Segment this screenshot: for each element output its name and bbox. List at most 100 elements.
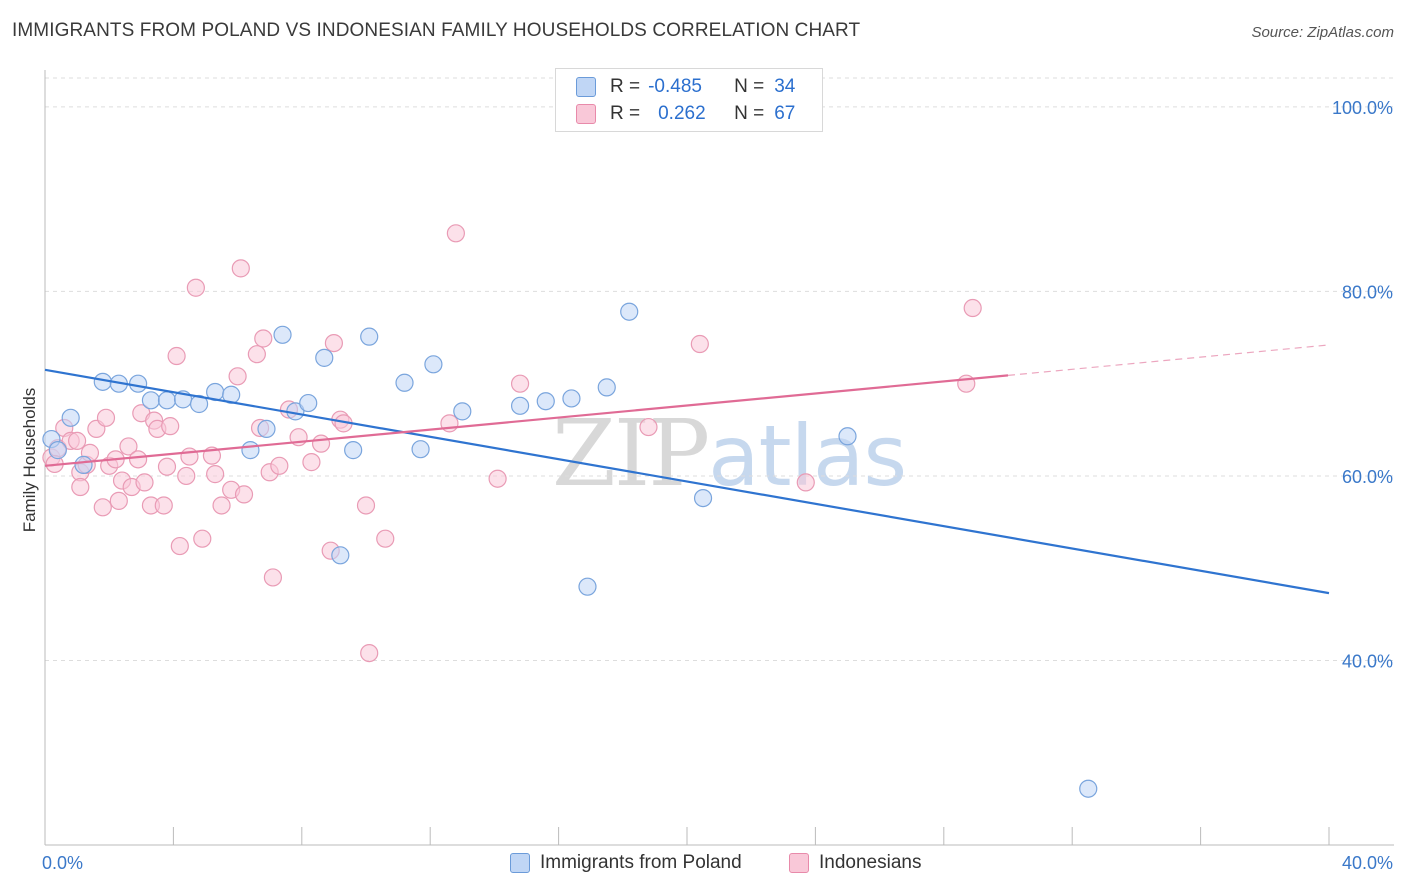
- n-label: N =: [734, 103, 765, 124]
- indonesians-point: [270, 456, 289, 475]
- indonesians-point: [356, 496, 376, 515]
- chart-title: IMMIGRANTS FROM POLAND VS INDONESIAN FAM…: [12, 20, 861, 41]
- indonesians-point: [311, 434, 331, 453]
- indonesians-point: [510, 374, 530, 393]
- indonesians-point: [206, 465, 225, 484]
- indonesians-point: [302, 453, 321, 472]
- poland-point: [510, 396, 530, 415]
- indonesians-point: [109, 491, 128, 510]
- indonesians-point: [376, 529, 395, 548]
- n-value: 34: [774, 76, 796, 97]
- r-value: -0.485: [648, 76, 702, 97]
- x-tick-label: 0.0%: [42, 853, 83, 873]
- poland-point: [315, 348, 334, 367]
- legend-label-indonesians: Indonesians: [819, 852, 922, 873]
- legend-label-poland: Immigrants from Poland: [540, 852, 742, 873]
- indonesians-point: [254, 329, 273, 348]
- indonesians-trend-line: [44, 374, 1009, 467]
- stats-legend: R = -0.485 N = 34 R = 0.262 N = 67: [555, 68, 823, 132]
- n-label: N =: [734, 76, 765, 97]
- stats-row-indonesians: R = 0.262 N = 67: [576, 102, 795, 126]
- poland-point: [141, 391, 161, 410]
- r-label: R =: [610, 76, 641, 97]
- legend-item-indonesians: Indonesians: [789, 852, 921, 874]
- indonesians-point: [167, 346, 186, 366]
- indonesians-point: [212, 496, 231, 515]
- poland-point: [693, 488, 713, 508]
- legend-item-poland: Immigrants from Poland: [510, 852, 742, 874]
- indonesians-point: [193, 529, 212, 548]
- poland-point: [838, 427, 857, 446]
- poland-point: [620, 302, 639, 321]
- poland-point: [344, 441, 363, 460]
- indonesians-point: [796, 473, 815, 492]
- watermark-zip: ZIP: [552, 400, 710, 507]
- indonesians-point: [247, 345, 266, 364]
- indonesians-point: [128, 450, 148, 469]
- indonesians-point: [488, 469, 507, 488]
- indonesians-trend-extension: [1007, 344, 1330, 376]
- poland-point: [424, 355, 443, 374]
- x-tick-label: 40.0%: [1342, 853, 1393, 873]
- poland-swatch: [510, 853, 530, 873]
- indonesians-point: [690, 334, 709, 354]
- indonesians-point: [231, 259, 250, 278]
- poland-trend-line: [44, 368, 1330, 595]
- poland-point: [128, 374, 148, 393]
- poland-point: [453, 402, 472, 421]
- poland-point: [157, 391, 177, 410]
- y-tick-label: 40.0%: [1342, 651, 1393, 671]
- y-tick-label: 80.0%: [1342, 282, 1393, 302]
- poland-point: [562, 389, 581, 408]
- indonesians-point: [324, 333, 343, 353]
- poland-point: [1079, 779, 1098, 798]
- poland-point: [536, 392, 555, 411]
- y-tick-label: 60.0%: [1342, 467, 1393, 487]
- poland-point: [61, 408, 80, 427]
- indonesians-point: [154, 496, 173, 515]
- indonesians-point: [119, 437, 138, 456]
- indonesians-point: [67, 431, 87, 450]
- poland-point: [578, 577, 597, 596]
- indonesians-point: [186, 278, 205, 297]
- indonesians-point: [963, 298, 982, 318]
- indonesians-point: [93, 498, 112, 517]
- poland-point: [597, 378, 616, 397]
- indonesians-point: [639, 417, 658, 437]
- n-value: 67: [774, 103, 796, 124]
- indonesians-point: [135, 473, 154, 492]
- poland-point: [331, 546, 350, 565]
- indonesians-swatch: [789, 853, 809, 873]
- indonesians-point: [360, 643, 379, 663]
- indonesians-swatch: [576, 104, 596, 124]
- series-legend: Immigrants from Poland Indonesians: [0, 852, 1406, 878]
- indonesians-point: [161, 417, 180, 436]
- watermark: ZIPatlas: [552, 400, 907, 507]
- r-label: R =: [610, 103, 641, 124]
- indonesians-point: [234, 485, 254, 504]
- poland-point: [395, 373, 414, 392]
- indonesians-point: [228, 367, 247, 386]
- poland-point: [241, 441, 260, 460]
- poland-point: [189, 394, 209, 414]
- indonesians-point: [263, 568, 283, 587]
- indonesians-point: [177, 466, 196, 486]
- poland-point: [273, 325, 292, 344]
- poland-point: [74, 455, 93, 474]
- indonesians-point: [170, 536, 189, 556]
- r-value: 0.262: [658, 103, 706, 124]
- stats-row-poland: R = -0.485 N = 34: [576, 75, 795, 99]
- poland-point: [411, 440, 430, 459]
- indonesians-point: [157, 457, 177, 476]
- indonesians-point: [71, 477, 90, 497]
- poland-point: [360, 327, 379, 346]
- poland-point: [257, 419, 276, 438]
- source-label: Source: ZipAtlas.com: [1251, 24, 1394, 41]
- poland-point: [299, 393, 318, 413]
- poland-swatch: [576, 77, 596, 97]
- y-tick-label: 100.0%: [1332, 98, 1393, 118]
- indonesians-point: [96, 408, 116, 427]
- poland-point: [48, 441, 67, 460]
- indonesians-point: [446, 224, 465, 243]
